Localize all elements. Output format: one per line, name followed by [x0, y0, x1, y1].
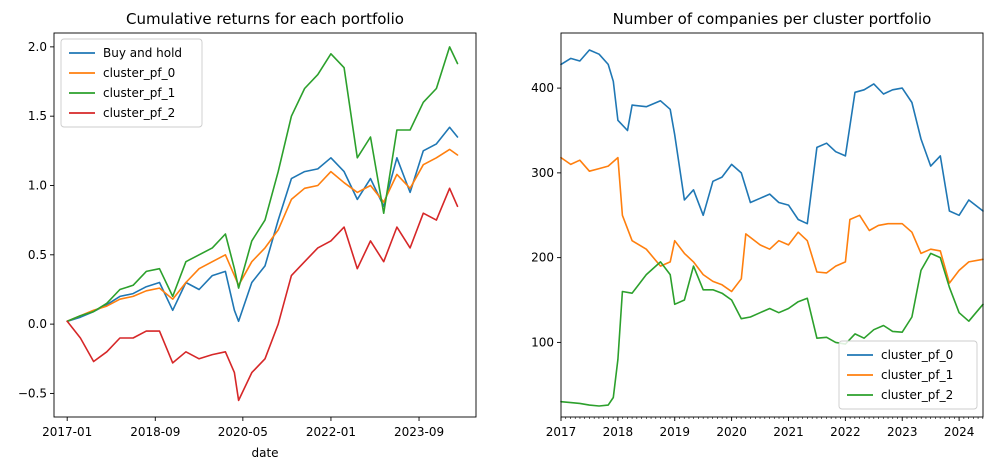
x-tick-label: 2017-01	[42, 425, 92, 439]
x-tick-label: 2021	[773, 425, 804, 439]
series-lines	[66, 46, 459, 402]
x-tick-label: 2018-09	[130, 425, 180, 439]
y-tick-label: 400	[531, 81, 554, 95]
x-tick-label: 2024	[944, 425, 975, 439]
y-tick-label: −0.5	[18, 386, 47, 400]
y-tick-label: 300	[531, 166, 554, 180]
legend-box	[60, 38, 203, 128]
y-tick-label: 200	[531, 251, 554, 265]
x-tick-label: 2023-09	[394, 425, 444, 439]
y-tick-label: 1.5	[28, 109, 47, 123]
chart-companies-per-cluster: Number of companies per cluster portfoli…	[531, 10, 984, 439]
chart-title: Cumulative returns for each portfolio	[126, 10, 404, 28]
x-tick-label: 2018	[603, 425, 634, 439]
y-tick-label: 0.5	[28, 248, 47, 262]
x-tick-label: 2020	[716, 425, 747, 439]
legend-entry: cluster_pf_1	[881, 368, 953, 382]
legend-entry: Buy and hold	[103, 46, 182, 60]
y-tick-label: 0.0	[28, 317, 47, 331]
legend: cluster_pf_0 cluster_pf_1 cluster_pf_2	[838, 340, 978, 410]
series-line-cluster-pf-0	[560, 49, 984, 225]
legend: Buy and hold cluster_pf_0 cluster_pf_1clus…	[60, 38, 203, 128]
x-tick-label: 2023	[887, 425, 918, 439]
x-tick-label: 2019	[659, 425, 690, 439]
y-tick-label: 1.0	[28, 178, 47, 192]
x-tick-label: 2022	[830, 425, 861, 439]
legend-entry: cluster_pf_2	[103, 106, 175, 120]
series-line-cluster-pf-2	[560, 252, 984, 407]
series-line-buy-and-hold	[66, 126, 459, 323]
series-line-cluster-pf-0	[66, 148, 459, 323]
y-tick-label: 2.0	[28, 40, 47, 54]
series-line-cluster-pf-1	[66, 46, 459, 323]
x-tick-label: 2020-05	[218, 425, 268, 439]
y-tick-label: 100	[531, 335, 554, 349]
legend-box	[838, 340, 978, 410]
x-tick-label: 2017	[546, 425, 577, 439]
series-lines	[560, 49, 984, 407]
plot-frame	[53, 32, 477, 418]
legend-entry: cluster_pf_0	[881, 348, 953, 362]
chart-cumulative-returns: Cumulative returns for each portfolio −0…	[18, 10, 477, 460]
x-tick-label: 2022-01	[306, 425, 356, 439]
series-line-cluster-pf-2	[66, 187, 459, 402]
x-axis-label: date	[251, 446, 278, 460]
plot-frame	[560, 32, 984, 418]
legend-entry: cluster_pf_1	[103, 86, 175, 100]
legend-entry: cluster_pf_2	[881, 388, 953, 402]
axis-ticks: −0.5 0.0 0.5 1.0 1.5 2.0 2017-01 2018-09 2020-05…	[18, 40, 444, 439]
chart-title: Number of companies per cluster portfoli…	[613, 10, 932, 28]
legend-entry: cluster_pf_0	[103, 66, 175, 80]
series-line-cluster-pf-1	[560, 156, 984, 293]
